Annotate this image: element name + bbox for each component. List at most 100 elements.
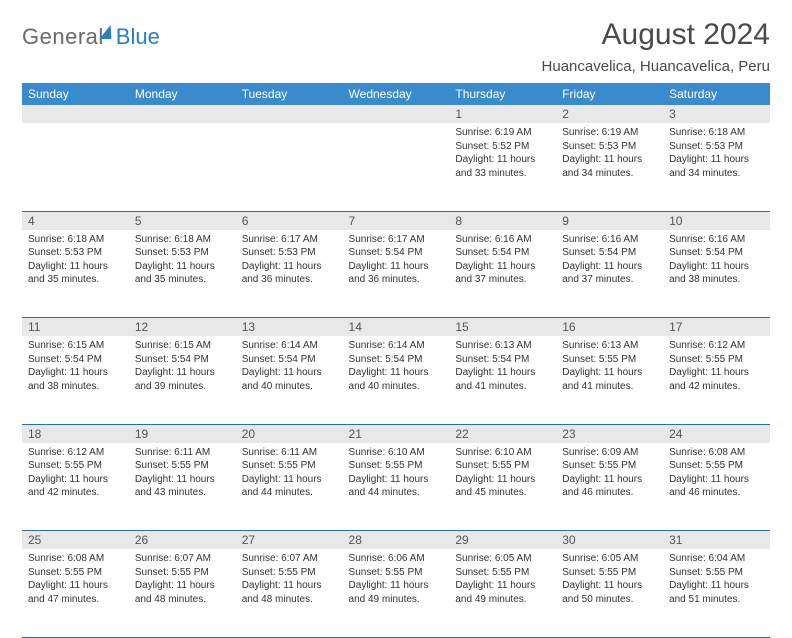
day-content-cell: Sunrise: 6:04 AMSunset: 5:55 PMDaylight:… (663, 549, 770, 637)
daylight-line: Daylight: 11 hours and 42 minutes. (669, 366, 764, 393)
day-content-cell: Sunrise: 6:06 AMSunset: 5:55 PMDaylight:… (343, 549, 450, 637)
day-number-cell: 11 (22, 318, 129, 337)
day-details: Sunrise: 6:18 AMSunset: 5:53 PMDaylight:… (129, 230, 236, 291)
day-number-cell (22, 105, 129, 123)
sunrise-line: Sunrise: 6:12 AM (669, 339, 764, 353)
sunrise-line: Sunrise: 6:17 AM (349, 233, 444, 247)
daylight-line: Daylight: 11 hours and 38 minutes. (28, 366, 123, 393)
day-content-cell: Sunrise: 6:18 AMSunset: 5:53 PMDaylight:… (129, 230, 236, 318)
sunset-line: Sunset: 5:55 PM (28, 459, 123, 473)
day-number-cell: 4 (22, 211, 129, 230)
sunrise-line: Sunrise: 6:14 AM (349, 339, 444, 353)
day-details: Sunrise: 6:07 AMSunset: 5:55 PMDaylight:… (236, 549, 343, 610)
day-content-row: Sunrise: 6:15 AM Sunset: 5:54 PM Daylight:… (22, 336, 770, 424)
day-number-cell: 27 (236, 531, 343, 550)
day-details: Sunrise: 6:14 AMSunset: 5:54 PMDaylight:… (236, 336, 343, 397)
day-content-cell: Sunrise: 6:16 AMSunset: 5:54 PMDaylight:… (663, 230, 770, 318)
day-content-row: Sunrise: 6:08 AMSunset: 5:55 PMDaylight:… (22, 549, 770, 637)
weekday-header: Saturday (663, 83, 770, 105)
daylight-line: Daylight: 11 hours and 36 minutes. (242, 260, 337, 287)
daylight-line: Daylight: 11 hours and 49 minutes. (349, 579, 444, 606)
sunrise-line: Sunrise: 6:18 AM (669, 126, 764, 140)
daylight-line: Daylight: 11 hours and 48 minutes. (135, 579, 230, 606)
sunset-line: Sunset: 5:53 PM (28, 246, 123, 260)
day-number-cell: 23 (556, 424, 663, 443)
day-number-cell: 8 (449, 211, 556, 230)
day-content-cell: Sunrise: 6:14 AMSunset: 5:54 PMDaylight:… (236, 336, 343, 424)
daylight-line: Daylight: 11 hours and 37 minutes. (562, 260, 657, 287)
sunset-line: Sunset: 5:54 PM (349, 353, 444, 367)
day-details: Sunrise: 6:08 AMSunset: 5:55 PMDaylight:… (663, 443, 770, 504)
day-content-cell: Sunrise: 6:13 AMSunset: 5:55 PMDaylight:… (556, 336, 663, 424)
day-details: Sunrise: 6:07 AMSunset: 5:55 PMDaylight:… (129, 549, 236, 610)
sunrise-line: Sunrise: 6:05 AM (455, 552, 550, 566)
day-content-cell: Sunrise: 6:05 AMSunset: 5:55 PMDaylight:… (556, 549, 663, 637)
day-number-cell (129, 105, 236, 123)
title-block: August 2024 Huancavelica, Huancavelica, … (542, 18, 770, 75)
sunset-line: Sunset: 5:54 PM (349, 246, 444, 260)
weekday-header: Sunday (22, 83, 129, 105)
day-details: Sunrise: 6:16 AMSunset: 5:54 PMDaylight:… (449, 230, 556, 291)
sunrise-line: Sunrise: 6:18 AM (135, 233, 230, 247)
location-subtitle: Huancavelica, Huancavelica, Peru (542, 58, 770, 75)
daylight-line: Daylight: 11 hours and 51 minutes. (669, 579, 764, 606)
daylight-line: Daylight: 11 hours and 43 minutes. (135, 473, 230, 500)
day-number-cell: 19 (129, 424, 236, 443)
header: General Blue August 2024 Huancavelica, H… (22, 18, 770, 75)
sunrise-line: Sunrise: 6:08 AM (669, 446, 764, 460)
day-content-row: Sunrise: 6:12 AMSunset: 5:55 PMDaylight:… (22, 443, 770, 531)
daylight-line: Daylight: 11 hours and 35 minutes. (28, 260, 123, 287)
sunset-line: Sunset: 5:55 PM (455, 459, 550, 473)
day-number-cell: 24 (663, 424, 770, 443)
day-content-cell (22, 123, 129, 211)
day-details: Sunrise: 6:14 AMSunset: 5:54 PMDaylight:… (343, 336, 450, 397)
sunrise-line: Sunrise: 6:15 AM (135, 339, 230, 353)
day-number-cell: 31 (663, 531, 770, 550)
calendar-table: SundayMondayTuesdayWednesdayThursdayFrid… (22, 83, 770, 638)
daylight-line: Daylight: 11 hours and 34 minutes. (562, 153, 657, 180)
day-details: Sunrise: 6:06 AMSunset: 5:55 PMDaylight:… (343, 549, 450, 610)
day-content-cell: Sunrise: 6:12 AMSunset: 5:55 PMDaylight:… (663, 336, 770, 424)
day-number-cell: 15 (449, 318, 556, 337)
sunset-line: Sunset: 5:55 PM (135, 566, 230, 580)
day-content-cell: Sunrise: 6:19 AMSunset: 5:53 PMDaylight:… (556, 123, 663, 211)
sunrise-line: Sunrise: 6:06 AM (349, 552, 444, 566)
day-number-row: 25262728293031 (22, 531, 770, 550)
daylight-line: Daylight: 11 hours and 47 minutes. (28, 579, 123, 606)
day-content-cell: Sunrise: 6:08 AMSunset: 5:55 PMDaylight:… (663, 443, 770, 531)
logo: General Blue (22, 18, 160, 50)
sunset-line: Sunset: 5:55 PM (669, 566, 764, 580)
day-details: Sunrise: 6:12 AMSunset: 5:55 PMDaylight:… (663, 336, 770, 397)
day-content-cell: Sunrise: 6:18 AMSunset: 5:53 PMDaylight:… (22, 230, 129, 318)
day-content-cell: Sunrise: 6:07 AMSunset: 5:55 PMDaylight:… (129, 549, 236, 637)
daylight-line: Daylight: 11 hours and 36 minutes. (349, 260, 444, 287)
day-content-cell: Sunrise: 6:08 AMSunset: 5:55 PMDaylight:… (22, 549, 129, 637)
day-content-cell (129, 123, 236, 211)
sunrise-line: Sunrise: 6:13 AM (455, 339, 550, 353)
day-number-cell: 30 (556, 531, 663, 550)
sunrise-line: Sunrise: 6:17 AM (242, 233, 337, 247)
sunrise-line: Sunrise: 6:11 AM (135, 446, 230, 460)
sunset-line: Sunset: 5:55 PM (242, 566, 337, 580)
weekday-header: Wednesday (343, 83, 450, 105)
day-content-cell: Sunrise: 6:18 AMSunset: 5:53 PMDaylight:… (663, 123, 770, 211)
weekday-header: Friday (556, 83, 663, 105)
sunset-line: Sunset: 5:54 PM (669, 246, 764, 260)
day-number-cell: 20 (236, 424, 343, 443)
day-number-cell: 2 (556, 105, 663, 123)
day-number-cell: 26 (129, 531, 236, 550)
day-content-cell: Sunrise: 6:07 AMSunset: 5:55 PMDaylight:… (236, 549, 343, 637)
sunrise-line: Sunrise: 6:11 AM (242, 446, 337, 460)
daylight-line: Daylight: 11 hours and 46 minutes. (562, 473, 657, 500)
day-number-cell: 13 (236, 318, 343, 337)
day-details: Sunrise: 6:13 AMSunset: 5:54 PMDaylight:… (449, 336, 556, 397)
day-details: Sunrise: 6:18 AMSunset: 5:53 PMDaylight:… (22, 230, 129, 291)
sunrise-line: Sunrise: 6:15 AM (28, 339, 123, 353)
sunrise-line: Sunrise: 6:08 AM (28, 552, 123, 566)
sunrise-line: Sunrise: 6:19 AM (455, 126, 550, 140)
day-details: Sunrise: 6:16 AMSunset: 5:54 PMDaylight:… (556, 230, 663, 291)
day-content-cell: Sunrise: 6:19 AMSunset: 5:52 PMDaylight:… (449, 123, 556, 211)
daylight-line: Daylight: 11 hours and 35 minutes. (135, 260, 230, 287)
day-details: Sunrise: 6:11 AMSunset: 5:55 PMDaylight:… (236, 443, 343, 504)
day-number-cell: 28 (343, 531, 450, 550)
